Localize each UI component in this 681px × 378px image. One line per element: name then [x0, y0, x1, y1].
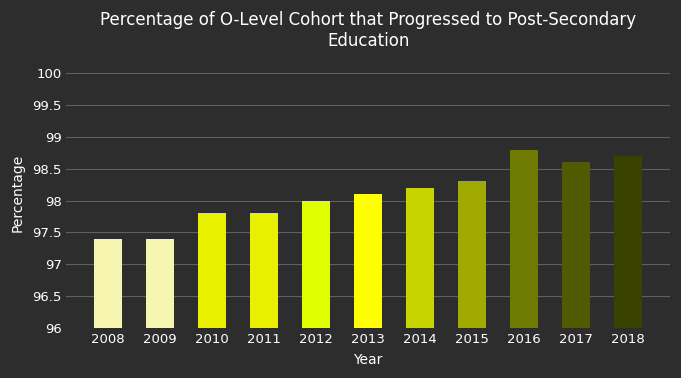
Bar — [458, 181, 486, 328]
Bar — [406, 188, 434, 328]
Y-axis label: Percentage: Percentage — [11, 153, 25, 232]
Bar — [354, 194, 383, 328]
Bar — [614, 156, 642, 328]
X-axis label: Year: Year — [353, 353, 383, 367]
Bar — [510, 150, 539, 328]
Bar — [146, 239, 174, 328]
Bar — [250, 213, 279, 328]
Bar — [562, 162, 590, 328]
Bar — [94, 239, 123, 328]
Bar — [302, 200, 330, 328]
Title: Percentage of O-Level Cohort that Progressed to Post-Secondary
Education: Percentage of O-Level Cohort that Progre… — [100, 11, 636, 50]
Bar — [198, 213, 227, 328]
